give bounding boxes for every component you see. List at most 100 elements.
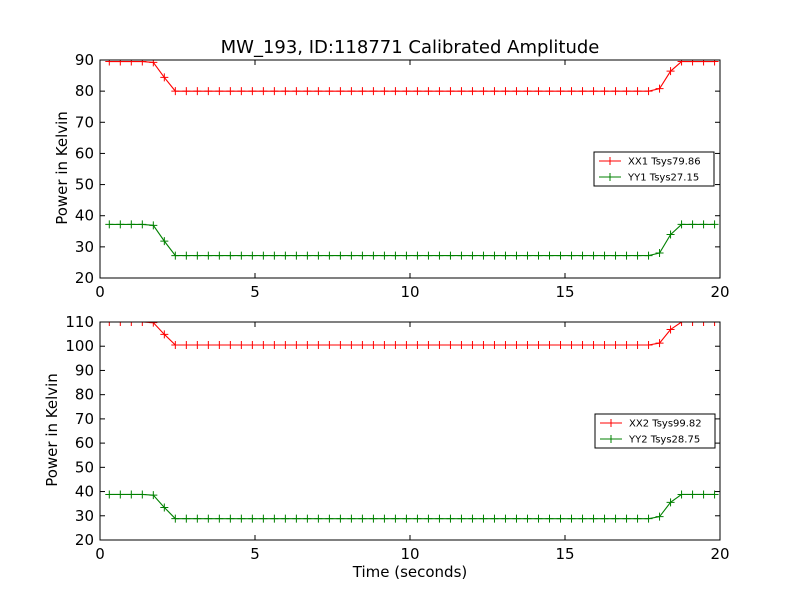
series-point-marker [193,341,202,350]
series-point-marker [391,514,400,523]
y-tick-label: 70 [75,113,94,131]
series-point-marker [292,341,301,350]
series-point-marker [523,341,532,350]
y-tick-label: 90 [75,361,94,379]
series-point-marker [710,490,719,499]
y-tick-label: 90 [75,51,94,69]
series-point-marker [226,87,235,96]
series-point-marker [413,87,422,96]
series-point-marker [655,339,664,348]
series-point-marker [193,251,202,260]
series-point-marker [215,514,224,523]
series-point-marker [490,514,499,523]
series-point-marker [237,341,246,350]
series-point-marker [622,251,631,260]
series-point-marker [578,341,587,350]
series-point-marker [633,341,642,350]
series-point-marker [589,514,598,523]
series-point-marker [380,251,389,260]
series-point-marker [567,341,576,350]
series-point-marker [314,87,323,96]
series-point-marker [710,322,719,326]
series-group [105,322,719,523]
series-point-marker [556,251,565,260]
series-point-marker [380,341,389,350]
series-point-marker [127,60,136,66]
top-y-axis-label: Power in Kelvin [53,111,71,225]
series-point-marker [270,251,279,260]
series-point-marker [600,514,609,523]
y-tick-label: 20 [75,269,94,287]
series-point-marker [105,60,114,66]
series-point-marker [391,251,400,260]
series-point-marker [160,330,169,339]
bottom-plot-axes: 0 5 10 15 20 20 30 40 50 60 70 80 90 100 110 XX2 Tsys99… [65,313,729,563]
series-point-marker [578,514,587,523]
x-tick-label: 15 [555,545,574,563]
series-point-marker [677,60,686,66]
series-point-marker [424,341,433,350]
series-point-marker [666,230,675,239]
series-point-marker [127,490,136,499]
series-point-marker [589,87,598,96]
series-point-marker [182,251,191,260]
y-tick-label: 100 [65,337,94,355]
series-point-marker [281,514,290,523]
series-point-marker [435,514,444,523]
series-point-marker [325,514,334,523]
series-point-marker [545,87,554,96]
series-point-marker [611,251,620,260]
series-point-marker [391,87,400,96]
series-point-marker [358,251,367,260]
legend: XX2 Tsys99.82 YY2 Tsys28.75 [594,413,716,449]
legend-marker-sample [607,435,615,443]
series-point-marker [303,87,312,96]
legend-marker-sample [606,173,614,181]
series-point-marker [611,341,620,350]
series-point-marker [270,341,279,350]
series-point-marker [567,87,576,96]
series-point-marker [402,251,411,260]
series-point-marker [369,341,378,350]
series-point-marker [446,251,455,260]
y-tick-label: 110 [65,313,94,331]
series-point-marker [281,251,290,260]
series-point-marker [193,87,202,96]
series-point-marker [644,341,653,350]
series-point-marker [303,514,312,523]
series-point-marker [292,251,301,260]
series-point-marker [171,514,180,523]
series-point-marker [347,87,356,96]
y-tick-label: 40 [75,207,94,225]
series-point-marker [336,251,345,260]
series-point-marker [149,491,158,500]
series-point-marker [435,87,444,96]
series-point-marker [248,341,257,350]
x-tick-label: 0 [95,545,105,563]
series-point-marker [688,490,697,499]
series-point-marker [259,341,268,350]
series-point-marker [424,87,433,96]
series-point-marker [358,514,367,523]
series-point-marker [644,251,653,260]
series-point-marker [479,87,488,96]
series-point-marker [567,514,576,523]
series-point-marker [666,498,675,507]
series-point-marker [226,514,235,523]
y-tick-label: 60 [75,144,94,162]
series-point-marker [655,248,664,257]
series-point-marker [446,87,455,96]
series-point-marker [501,341,510,350]
series-point-marker [413,341,422,350]
series-point-marker [116,322,125,326]
y-tick-label: 30 [75,507,94,525]
y-tick-label: 50 [75,458,94,476]
series-point-marker [259,251,268,260]
series-point-marker [523,87,532,96]
series-point-marker [204,341,213,350]
series-point-marker [699,322,708,326]
series-point-marker [710,220,719,229]
x-tick-label: 20 [710,283,729,301]
legend-entry-label: XX2 Tsys99.82 [629,419,702,430]
series-point-marker [248,251,257,260]
